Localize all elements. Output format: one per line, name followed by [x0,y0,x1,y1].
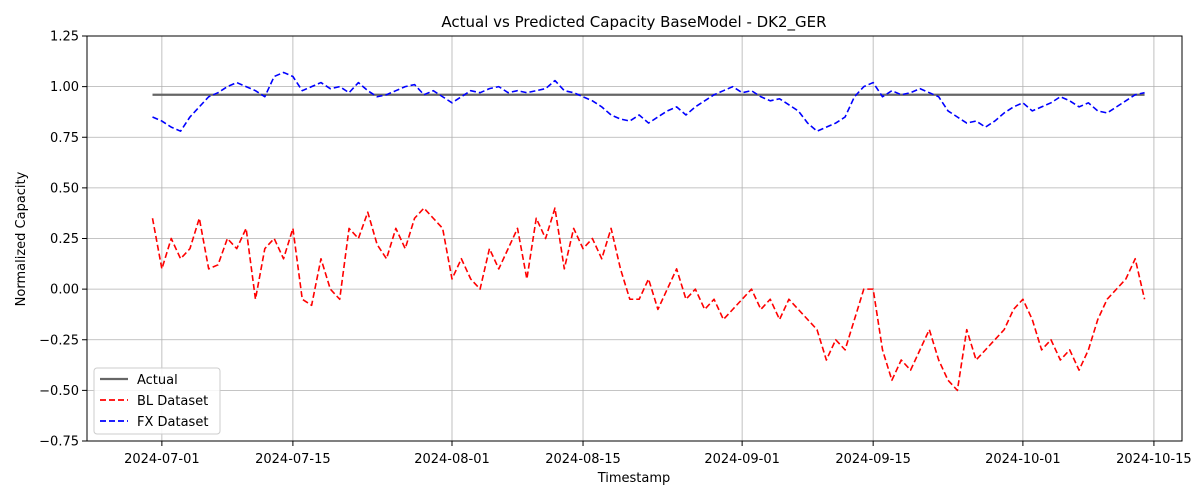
x-tick-label: 2024-10-01 [985,452,1061,467]
y-tick-label: −0.75 [39,435,79,450]
x-tick-label: 2024-09-01 [704,452,780,467]
y-tick-label: 0.00 [50,283,79,298]
x-tick-label: 2024-10-15 [1116,452,1192,467]
y-tick-label: 0.75 [50,131,79,146]
x-tick-label: 2024-09-15 [835,452,911,467]
y-axis-label: Normalized Capacity [14,171,29,306]
legend: Actual BL Dataset FX Dataset [93,367,221,435]
y-tick-label: 0.50 [50,181,79,196]
legend-bl-label: BL Dataset [137,394,208,409]
y-tick-label: 1.00 [50,80,79,95]
legend-fx-label: FX Dataset [137,415,208,430]
x-tick-label: 2024-07-01 [124,452,200,467]
x-tick-label: 2024-08-01 [414,452,490,467]
y-tick-label: −0.25 [39,333,79,348]
bl-dataset-line [151,207,1146,392]
x-axis-label: Timestamp [597,471,671,486]
x-tick-label: 2024-07-15 [255,452,331,467]
legend-actual-label: Actual [137,373,178,388]
y-tick-label: −0.50 [39,384,79,399]
x-axis-ticks: 2024-07-01 2024-07-15 2024-08-01 2024-08-15… [124,441,1192,467]
y-tick-label: 1.25 [50,30,79,45]
legend-box [93,367,221,435]
fx-dataset-line [152,71,1145,132]
y-axis-ticks: −0.75 −0.50 −0.25 0.00 0.25 0.50 0.75 1.00 1.25 [39,30,87,450]
y-tick-label: 0.25 [50,232,79,247]
x-tick-label: 2024-08-15 [545,452,621,467]
chart-title: Actual vs Predicted Capacity BaseModel -… [441,13,826,32]
series-lines [151,71,1146,392]
